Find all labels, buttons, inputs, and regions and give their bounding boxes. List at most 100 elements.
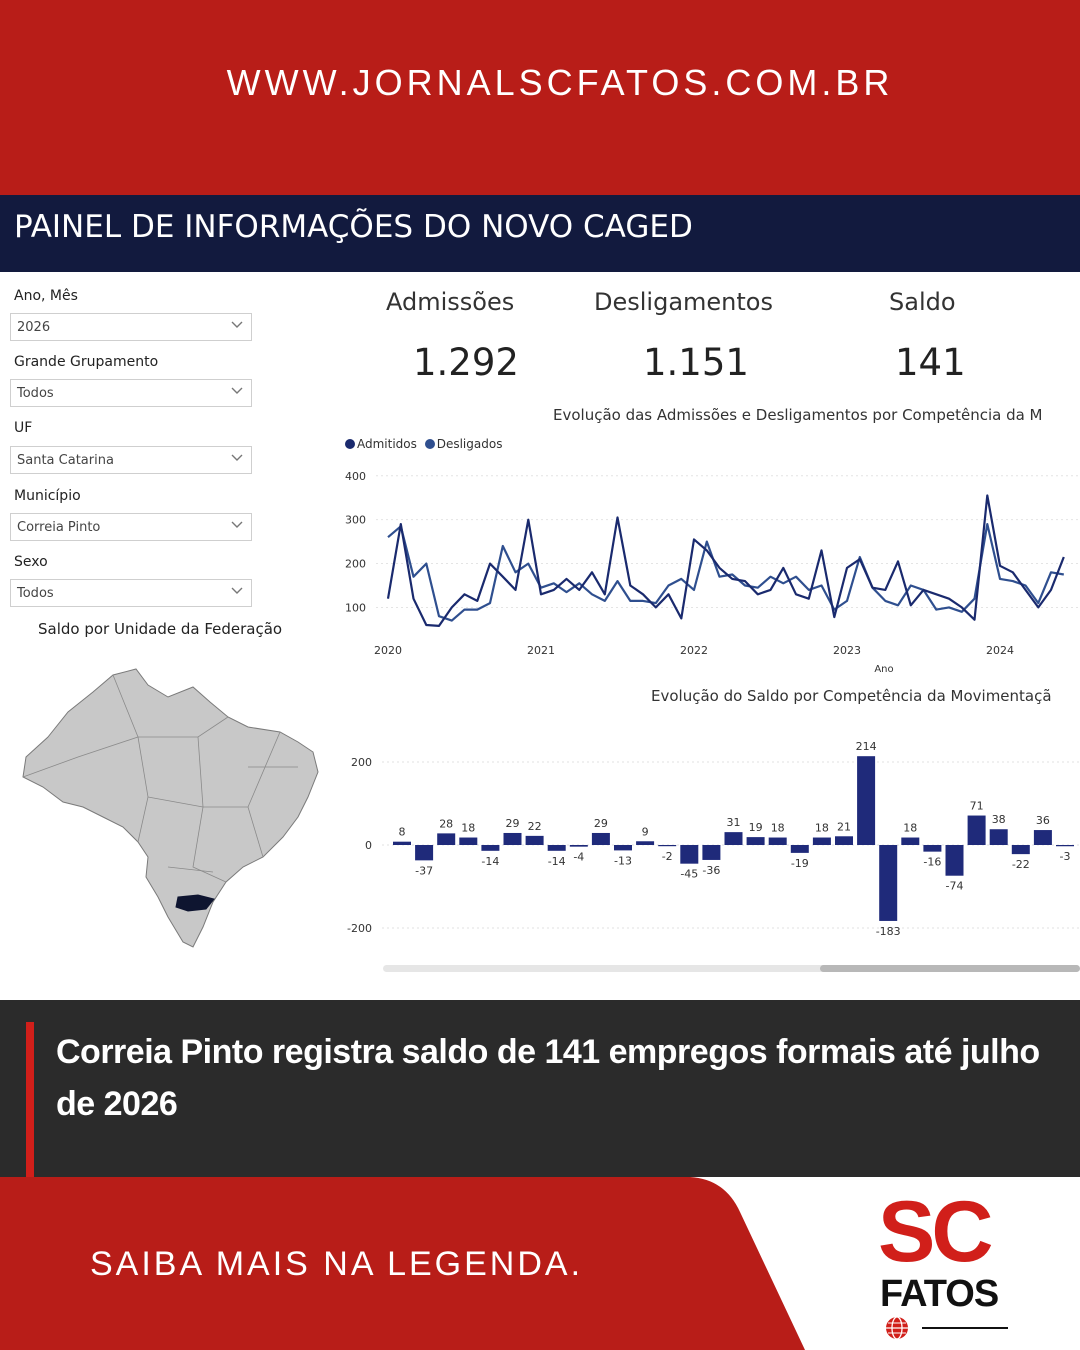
bar-value-label: -16 — [923, 856, 941, 869]
footer: SAIBA MAIS NA LEGENDA. SC FATOS — [0, 1177, 1080, 1350]
x-tick-label: 2020 — [374, 644, 402, 657]
bar-value-label: 21 — [837, 820, 851, 833]
bar-value-label: -74 — [946, 880, 964, 893]
dashboard-title: PAINEL DE INFORMAÇÕES DO NOVO CAGED — [14, 209, 693, 245]
x-tick-label: 2024 — [986, 644, 1014, 657]
bar-value-label: -14 — [548, 855, 566, 868]
bar-value-label: 71 — [970, 800, 984, 813]
filter-ano-mes-dropdown[interactable]: 2026 — [10, 313, 252, 341]
filter-grande-grupamento-dropdown[interactable]: Todos — [10, 379, 252, 407]
bar-value-label: -36 — [702, 864, 720, 877]
filter-sexo-value: Todos — [17, 586, 54, 601]
saldo-bar — [503, 832, 522, 845]
saldo-bar — [1033, 830, 1052, 845]
line-chart-legend[interactable]: Admitidos Desligados — [345, 437, 502, 451]
legend-admitidos-dot — [345, 439, 355, 449]
bar-value-label: 18 — [771, 822, 785, 835]
saldo-bar — [1011, 845, 1030, 855]
saldo-bar — [415, 845, 434, 861]
y-tick-label: 300 — [345, 514, 366, 527]
saldo-bar — [923, 845, 942, 852]
horizontal-scrollbar[interactable] — [383, 965, 1080, 972]
bar-value-label: 18 — [903, 822, 917, 835]
dashboard-header: PAINEL DE INFORMAÇÕES DO NOVO CAGED — [0, 195, 1080, 272]
x-tick-label: 2023 — [833, 644, 861, 657]
kpi-saldo-value: 141 — [895, 341, 966, 384]
filter-label-ano-mes: Ano, Mês — [14, 288, 78, 304]
bar-value-label: 28 — [439, 817, 453, 830]
bar-value-label: 36 — [1036, 814, 1050, 827]
headline-section: Correia Pinto registra saldo de 141 empr… — [0, 1000, 1080, 1177]
map-title: Saldo por Unidade da Federação — [38, 620, 283, 638]
bar-value-label: -13 — [614, 854, 632, 867]
bar-value-label: 18 — [815, 822, 829, 835]
logo-underline — [922, 1327, 1008, 1329]
filter-sexo-dropdown[interactable]: Todos — [10, 579, 252, 607]
series-line-admitidos — [386, 494, 1065, 627]
saldo-bar — [812, 837, 831, 845]
saldo-bar — [459, 837, 478, 845]
filter-uf-value: Santa Catarina — [17, 453, 114, 468]
line-chart[interactable]: 100 200 300 400 2020 2021 2022 2023 2024 Ano — [330, 457, 1080, 677]
bar-value-label: -14 — [481, 855, 499, 868]
bar-value-label: 38 — [992, 813, 1006, 826]
saldo-bar — [945, 845, 964, 876]
saldo-bar — [702, 845, 721, 860]
saldo-bar — [614, 845, 632, 851]
legend-admitidos-label: Admitidos — [357, 437, 417, 451]
y-tick-label: -200 — [347, 922, 372, 935]
bar-value-label: 9 — [642, 825, 649, 838]
kpi-desligamentos-value: 1.151 — [643, 341, 749, 384]
bar-value-label: 29 — [506, 817, 520, 830]
saldo-bar — [746, 837, 765, 845]
bar-value-label: -19 — [791, 857, 809, 870]
filter-label-grande-grupamento: Grande Grupamento — [14, 354, 159, 370]
saldo-bar — [569, 845, 588, 847]
dashboard-screenshot: PAINEL DE INFORMAÇÕES DO NOVO CAGED Ano,… — [0, 195, 1080, 1000]
filter-uf-dropdown[interactable]: Santa Catarina — [10, 446, 252, 474]
x-tick-label: 2021 — [527, 644, 555, 657]
saldo-bar — [790, 845, 809, 853]
filter-grande-grupamento-value: Todos — [17, 386, 54, 401]
filter-label-uf: UF — [14, 420, 33, 436]
saldo-bar — [901, 837, 920, 845]
chevron-down-icon — [231, 387, 243, 394]
filter-municipio-dropdown[interactable]: Correia Pinto — [10, 513, 252, 541]
bar-value-label: 8 — [399, 826, 406, 839]
bar-value-label: 19 — [749, 821, 763, 834]
globe-icon — [886, 1316, 908, 1340]
brazil-map[interactable] — [18, 657, 323, 957]
scrollbar-thumb[interactable] — [820, 965, 1080, 972]
x-tick-label: 2022 — [680, 644, 708, 657]
saldo-bar — [393, 841, 411, 845]
series-line-desligados — [387, 522, 1064, 622]
y-tick-label: 0 — [365, 839, 372, 852]
bar-value-label: -3 — [1060, 850, 1071, 863]
saldo-bar — [547, 845, 566, 851]
line-chart-title: Evolução das Admissões e Desligamentos p… — [553, 406, 1043, 424]
saldo-bar — [636, 841, 655, 845]
filter-label-sexo: Sexo — [14, 554, 48, 570]
kpi-saldo-label: Saldo — [889, 288, 956, 316]
y-tick-label: 200 — [351, 756, 372, 769]
bar-chart-title: Evolução do Saldo por Competência da Mov… — [651, 687, 1052, 705]
bar-value-label: -45 — [680, 868, 698, 881]
kpi-admissoes-label: Admissões — [386, 288, 515, 316]
bar-value-label: -2 — [662, 850, 673, 863]
bar-value-label: 31 — [727, 816, 741, 829]
saldo-bar — [857, 756, 876, 845]
site-url[interactable]: WWW.JORNALSCFATOS.COM.BR — [226, 62, 894, 103]
logo-sc-text: SC — [878, 1184, 993, 1280]
bar-value-label: -37 — [415, 864, 433, 877]
santa-catarina-state[interactable] — [175, 894, 215, 912]
saldo-bar — [835, 836, 853, 845]
headline-accent-bar — [26, 1022, 34, 1177]
chevron-down-icon — [231, 521, 243, 528]
chevron-down-icon — [231, 587, 243, 594]
saldo-bar — [724, 832, 743, 845]
headline-text: Correia Pinto registra saldo de 141 empr… — [56, 1033, 1040, 1123]
state-borders — [22, 674, 298, 883]
kpi-desligamentos-label: Desligamentos — [594, 288, 773, 316]
footer-red-shape — [0, 1177, 805, 1350]
